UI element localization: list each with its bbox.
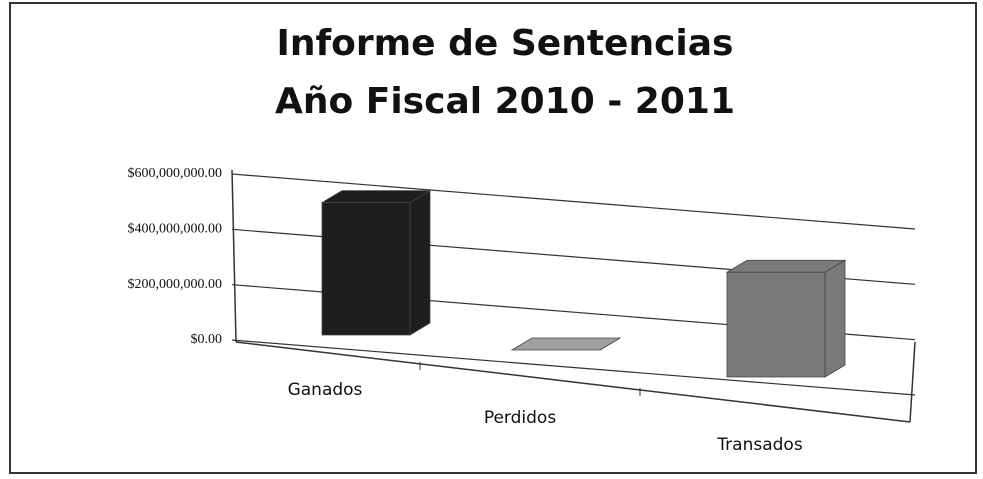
x-tick-label: Transados [716,435,803,455]
chart-title: Informe de Sentencias [277,23,734,64]
x-tick-label: Perdidos [484,408,557,428]
bar [320,189,432,336]
y-axis [231,169,237,343]
grid-line [231,339,916,396]
y-tick-label: $600,000,000.00 [128,166,223,181]
bar-front [726,271,826,378]
grid-line [231,173,916,230]
chart-frame [9,2,977,474]
bar-side [824,259,846,378]
bar-side [409,189,431,336]
bar [510,337,622,351]
y-tick-label: $200,000,000.00 [128,277,223,292]
x-tick-label: Ganados [288,380,363,400]
y-tick-label: $400,000,000.00 [128,222,223,237]
bar-top [510,337,622,351]
bar-front [321,202,411,336]
bar-top [725,259,847,273]
y-tick-label: $0.00 [191,332,223,347]
floor-edge [909,341,916,423]
floor-edge [235,341,911,423]
bar [725,259,847,378]
chart-title: Año Fiscal 2010 - 2011 [275,81,735,122]
